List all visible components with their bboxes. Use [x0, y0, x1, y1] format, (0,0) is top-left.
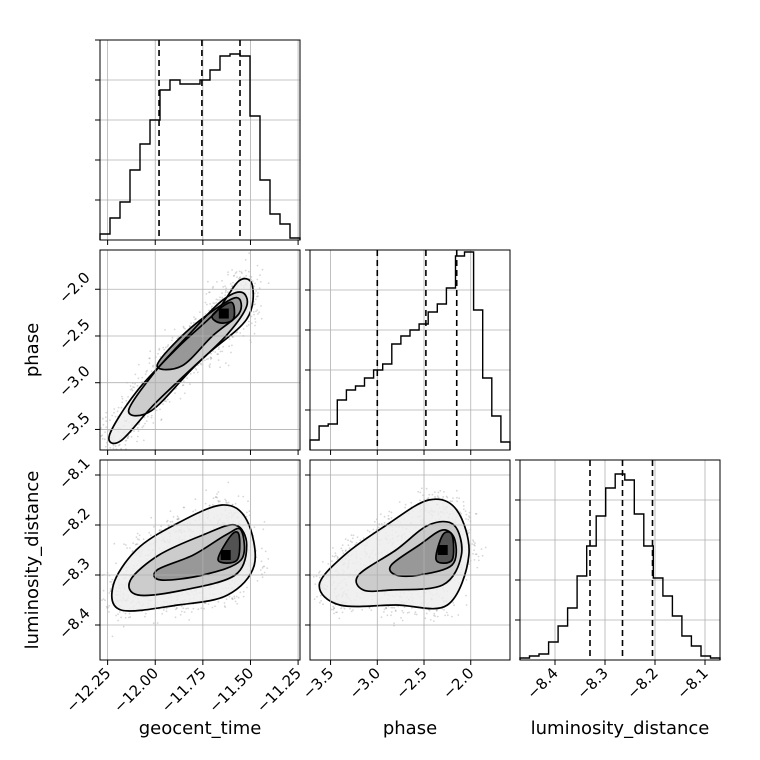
x-tick-label: −8.3 [573, 664, 611, 702]
y-tick-label: −8.2 [55, 504, 93, 542]
panel-background [100, 40, 300, 240]
scatter-panel-phase-vs-luminosity-distance: −3.5 −3.0 −2.5 −2.0 [299, 459, 511, 703]
contour-line [127, 291, 249, 417]
y-tick-label: −2.5 [55, 315, 93, 353]
x-tick-label: −8.2 [623, 664, 661, 702]
x-tick-label: −12.25 [62, 664, 114, 716]
panel-frame [99, 459, 301, 661]
panel-background [520, 460, 720, 660]
y-tick-label: −3.5 [55, 409, 93, 447]
y-tick-label: −8.4 [55, 604, 93, 642]
x-axis-label-geocent-time: geocent_time [139, 718, 262, 739]
panels: −8.4 −8.3 −8.2 −8.1−3.5−3.0−2.5−2.0−12.25−1… [55, 39, 721, 716]
x-tick-label: −2.0 [439, 664, 477, 702]
histogram-panel-geocent-time [95, 39, 301, 245]
density-level-fill [153, 528, 245, 581]
histogram-step [309, 251, 511, 450]
x-tick-label: −11.25 [253, 664, 305, 716]
contour-line [153, 527, 246, 581]
y-axis-label-phase: phase [22, 323, 43, 377]
scatter-panel-geocent-time-vs-luminosity-distance: −12.25−12.00−11.75−11.50−11.25 −8.4 −8.3 −8… [55, 454, 305, 716]
x-tick-label: −8.1 [673, 664, 711, 702]
panel-frame [99, 249, 301, 451]
x-tick-label: −2.5 [392, 664, 430, 702]
scatter-panel-geocent-time-vs-phase: −3.5 −3.0 −2.5 −2.0 [55, 249, 301, 455]
histogram-panel-luminosity-distance: −8.4 −8.3 −8.2 −8.1 [515, 459, 721, 703]
contour-line [110, 504, 257, 612]
contour-line [355, 520, 463, 593]
panel-frame [519, 459, 721, 661]
contour-line [156, 296, 243, 371]
x-tick-label: −3.5 [299, 664, 337, 702]
x-tick-label: −3.0 [346, 664, 384, 702]
histogram-panel-phase [305, 249, 511, 455]
histogram-step [519, 473, 721, 660]
y-tick-label: −3.0 [55, 362, 93, 400]
x-tick-label: −8.4 [523, 664, 561, 702]
contour-line [318, 498, 470, 610]
density-peak [220, 550, 231, 560]
y-tick-label: −2.0 [55, 268, 93, 306]
x-tick-label: −11.50 [205, 664, 257, 716]
axis-labels: geocent_time phase luminosity_distance p… [22, 323, 709, 739]
y-tick-label: −8.1 [55, 454, 93, 492]
x-tick-label: −11.75 [158, 664, 210, 716]
panel-frame [99, 39, 301, 241]
density-layer [310, 487, 487, 627]
y-axis-label-luminosity-distance: luminosity_distance [22, 471, 43, 650]
x-tick-label: −12.00 [110, 664, 162, 716]
panel-frame [309, 459, 511, 661]
density-peak [437, 545, 448, 555]
contour-line [217, 531, 241, 564]
contour-line [128, 523, 248, 597]
panel-background [310, 250, 510, 450]
density-peak [218, 308, 229, 319]
contour-line [435, 531, 455, 564]
histogram-step [99, 53, 301, 240]
contour-line [211, 301, 236, 324]
x-axis-label-phase: phase [383, 718, 437, 739]
panel-frame [309, 249, 511, 451]
density-layer [100, 252, 270, 450]
y-tick-label: −8.3 [55, 554, 93, 592]
x-axis-label-luminosity-distance: luminosity_distance [531, 718, 710, 739]
density-layer [101, 481, 270, 638]
